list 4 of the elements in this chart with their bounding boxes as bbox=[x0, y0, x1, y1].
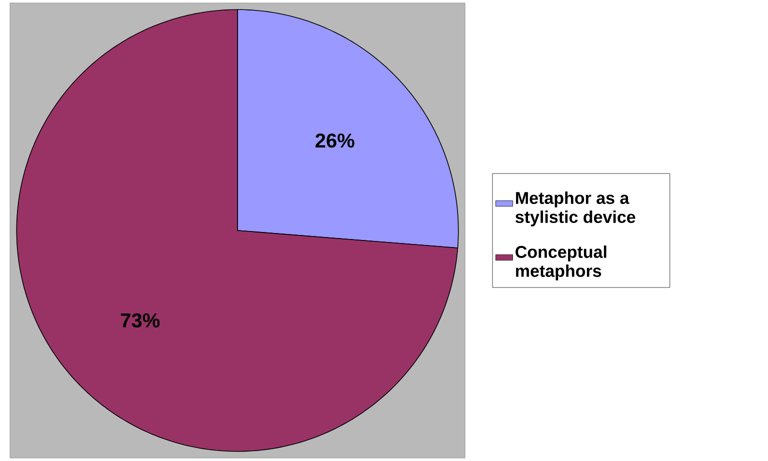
legend-label: Conceptual metaphors bbox=[516, 245, 606, 280]
legend-label: Metaphor as a stylistic device bbox=[515, 192, 636, 226]
data-label: 73% bbox=[120, 313, 160, 328]
data-label: 26% bbox=[316, 133, 354, 148]
